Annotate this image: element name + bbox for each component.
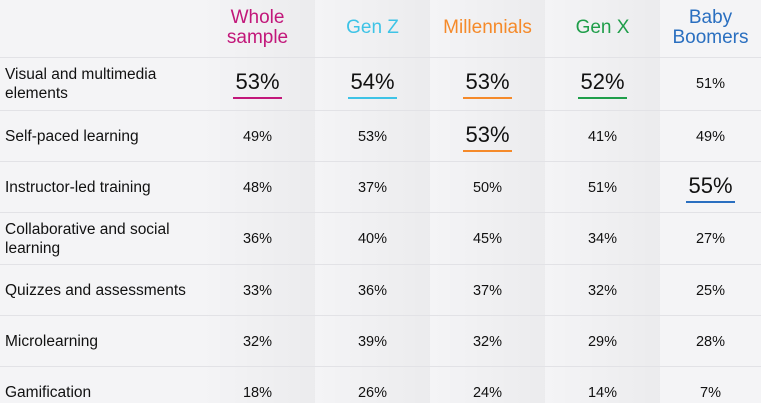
table-cell: 51% [695, 75, 726, 92]
table-cell: 54% [315, 58, 430, 109]
table-cell: 53% [357, 128, 388, 145]
header-gen-z: Gen Z [346, 17, 399, 38]
table-cell: 14% [587, 384, 618, 401]
table-cell: 45% [472, 230, 503, 247]
table-cell: 53% [430, 111, 545, 162]
table-cell: 53% [200, 58, 315, 109]
column-shade [200, 0, 315, 403]
table-row: Collaborative and social learning 36% 40% 4… [0, 212, 761, 264]
table-cell: 32% [472, 333, 503, 350]
table-cell: 7% [700, 384, 721, 401]
table-cell: 18% [242, 384, 273, 401]
header-whole-sample: Whole sample [226, 7, 289, 48]
table-cell: 32% [587, 282, 618, 299]
table-cell: 39% [357, 333, 388, 350]
table-cell: 37% [357, 179, 388, 196]
table-cell: 33% [242, 282, 273, 299]
row-label: Visual and multimedia elements [5, 65, 157, 102]
table-cell: 51% [587, 179, 618, 196]
table-cell: 29% [587, 333, 618, 350]
table-cell: 36% [242, 230, 273, 247]
row-label: Self-paced learning [5, 128, 139, 145]
column-shade [430, 0, 545, 403]
table-cell: 28% [695, 333, 726, 350]
table-cell: 50% [472, 179, 503, 196]
table-row: Self-paced learning 49% 53% 53% 41% 49% [0, 110, 761, 162]
table-cell: 27% [695, 230, 726, 247]
row-label: Quizzes and assessments [5, 282, 186, 299]
row-label: Instructor-led training [5, 179, 151, 196]
table-cell: 55% [660, 162, 761, 213]
table-cell: 41% [587, 128, 618, 145]
row-label: Gamification [5, 384, 92, 401]
header-millennials: Millennials [443, 17, 532, 38]
table-cell: 34% [587, 230, 618, 247]
row-label: Collaborative and social learning [5, 220, 170, 257]
table-cell: 49% [242, 128, 273, 145]
table-cell: 25% [695, 282, 726, 299]
table-row: Gamification 18% 26% 24% 14% 7% [0, 366, 761, 403]
header-baby-boomers: Baby Boomers [672, 7, 749, 48]
table-header: Whole sample Gen Z Millennials Gen X Baby… [0, 0, 761, 56]
table-cell: 32% [242, 333, 273, 350]
table-cell: 36% [357, 282, 388, 299]
table-cell: 26% [357, 384, 388, 401]
table-cell: 40% [357, 230, 388, 247]
table-cell: 37% [472, 282, 503, 299]
column-shade [315, 0, 430, 403]
table-cell: 48% [242, 179, 273, 196]
table-cell: 24% [472, 384, 503, 401]
table-cell: 49% [695, 128, 726, 145]
table-cell: 53% [430, 58, 545, 109]
header-gen-x: Gen X [575, 17, 630, 38]
row-label: Microlearning [5, 333, 99, 350]
table-row: Visual and multimedia elements 53% 54% 53% 5… [0, 57, 761, 109]
table-row: Quizzes and assessments 33% 36% 37% 32% 25% [0, 264, 761, 316]
table-row: Instructor-led training 48% 37% 50% 51% 55% [0, 161, 761, 213]
table-cell: 52% [545, 58, 660, 109]
table-row: Microlearning 32% 39% 32% 29% 28% [0, 315, 761, 367]
column-shade [545, 0, 660, 403]
